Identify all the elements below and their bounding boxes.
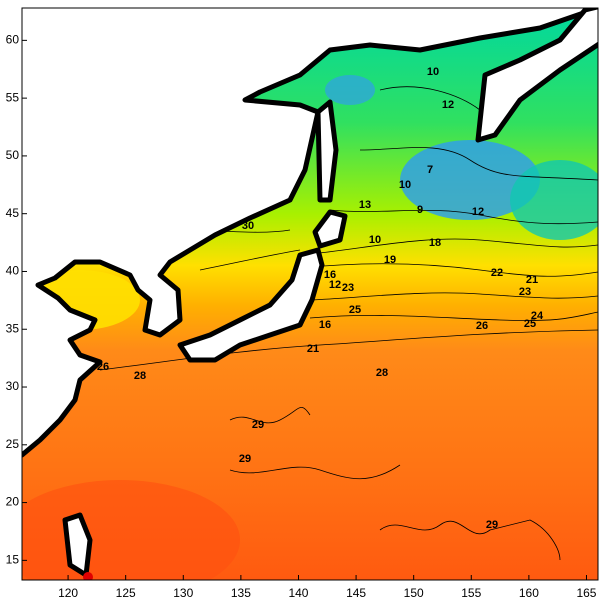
contour-label: 13 (359, 199, 371, 211)
hot-spot (83, 572, 93, 580)
contour-label: 12 (442, 99, 454, 111)
contour-label: 16 (319, 319, 331, 331)
x-tick-label: 160 (519, 586, 539, 600)
kamchatka (475, 8, 598, 143)
isotherm (199, 249, 301, 271)
contour-label: 12 (329, 279, 341, 291)
contour-label: 12 (472, 206, 484, 218)
x-tick-label: 145 (346, 586, 366, 600)
isotherm (379, 519, 561, 561)
sakhalin (315, 99, 339, 203)
contour-label: 28 (134, 370, 146, 382)
contour-label: 26 (97, 361, 109, 373)
y-tick-label: 35 (6, 321, 20, 335)
taiwan (62, 512, 93, 578)
x-tick-label: 120 (58, 586, 78, 600)
contour-label: 18 (429, 237, 441, 249)
contour-label: 25 (349, 304, 361, 316)
x-tick-label: 165 (576, 586, 596, 600)
x-tick-label: 130 (173, 586, 193, 600)
hot-patch (22, 480, 240, 580)
y-tick-label: 60 (6, 33, 20, 47)
y-tick-label: 50 (6, 148, 20, 162)
y-tick-label: 15 (6, 553, 20, 567)
cool-patch (510, 160, 598, 240)
mainland (22, 8, 598, 458)
isotherm (379, 86, 481, 111)
x-tick-label: 140 (288, 586, 308, 600)
isotherm (309, 311, 598, 321)
isotherm (99, 329, 598, 371)
y-tick-label: 25 (6, 437, 20, 451)
y-tick-label: 45 (6, 206, 20, 220)
hokkaido (312, 209, 348, 249)
isotherm (229, 464, 401, 480)
contour-label: 7 (427, 164, 433, 176)
x-tick-label: 125 (116, 586, 136, 600)
y-tick-label: 40 (6, 264, 20, 278)
x-tick-label: 155 (461, 586, 481, 600)
contour-label: 23 (519, 286, 531, 298)
contour-label: 28 (376, 367, 388, 379)
contour-label: 10 (399, 179, 411, 191)
contour-label: 26 (476, 320, 488, 332)
cold-patch (400, 140, 540, 220)
y-tick-label: 20 (6, 495, 20, 509)
isotherm (299, 238, 598, 256)
contour-label: 24 (531, 310, 544, 322)
contour-label: 29 (239, 453, 251, 465)
contour-label: 19 (384, 254, 396, 266)
contour-label: 29 (486, 519, 498, 531)
contour-label: 9 (417, 204, 423, 216)
plot-frame (21, 7, 599, 581)
cold-patch (325, 75, 375, 105)
contour-label: 30 (242, 220, 254, 232)
y-tick-label: 30 (6, 379, 20, 393)
japan (177, 247, 325, 363)
contour-label: 16 (324, 269, 336, 281)
contour-label: 10 (369, 234, 381, 246)
isotherm (359, 147, 598, 181)
contour-label: 25 (524, 318, 536, 330)
contour-label: 22 (491, 267, 503, 279)
isotherm (299, 263, 598, 277)
isotherm (329, 209, 598, 225)
x-tick-label: 150 (404, 586, 424, 600)
x-tick-label: 135 (231, 586, 251, 600)
contour-label: 23 (342, 282, 354, 294)
isotherm (229, 406, 311, 424)
contour-label: 10 (427, 66, 439, 78)
y-tick-label: 55 (6, 90, 20, 104)
contour-label: 21 (307, 343, 319, 355)
isotherm (309, 292, 598, 301)
contour-label: 29 (252, 419, 264, 431)
contour-label: 21 (526, 274, 538, 286)
